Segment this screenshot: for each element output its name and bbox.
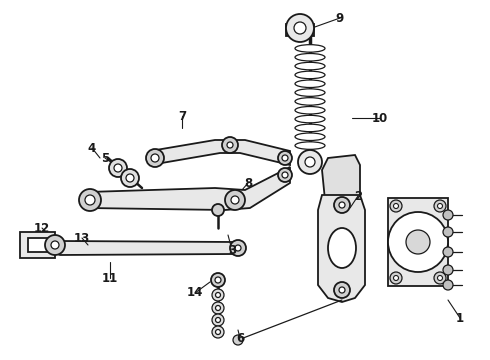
Circle shape bbox=[339, 202, 345, 208]
Circle shape bbox=[216, 306, 220, 310]
Polygon shape bbox=[88, 167, 290, 210]
Circle shape bbox=[212, 204, 224, 216]
Circle shape bbox=[211, 273, 225, 287]
Circle shape bbox=[434, 272, 446, 284]
Circle shape bbox=[390, 272, 402, 284]
Circle shape bbox=[212, 302, 224, 314]
Circle shape bbox=[305, 157, 315, 167]
Text: 4: 4 bbox=[88, 141, 96, 154]
Circle shape bbox=[225, 190, 245, 210]
Ellipse shape bbox=[295, 71, 325, 79]
Circle shape bbox=[278, 168, 292, 182]
Polygon shape bbox=[50, 241, 243, 255]
Ellipse shape bbox=[295, 89, 325, 96]
Circle shape bbox=[406, 230, 430, 254]
Bar bbox=[388, 198, 448, 286]
Polygon shape bbox=[318, 195, 365, 302]
Circle shape bbox=[146, 149, 164, 167]
Circle shape bbox=[393, 203, 398, 208]
Text: 12: 12 bbox=[34, 221, 50, 234]
Circle shape bbox=[393, 275, 398, 280]
Circle shape bbox=[388, 212, 448, 272]
Polygon shape bbox=[286, 24, 314, 36]
Circle shape bbox=[443, 210, 453, 220]
Circle shape bbox=[438, 275, 442, 280]
Circle shape bbox=[109, 159, 127, 177]
Circle shape bbox=[230, 240, 246, 256]
Ellipse shape bbox=[295, 142, 325, 149]
Circle shape bbox=[216, 318, 220, 323]
Circle shape bbox=[51, 241, 59, 249]
Circle shape bbox=[434, 200, 446, 212]
Circle shape bbox=[215, 277, 221, 283]
Circle shape bbox=[233, 335, 243, 345]
Circle shape bbox=[114, 164, 122, 172]
Circle shape bbox=[121, 169, 139, 187]
Text: 7: 7 bbox=[178, 109, 186, 122]
Text: 8: 8 bbox=[244, 176, 252, 189]
Ellipse shape bbox=[295, 80, 325, 87]
Circle shape bbox=[85, 195, 95, 205]
Circle shape bbox=[443, 247, 453, 257]
Ellipse shape bbox=[295, 107, 325, 114]
Text: 2: 2 bbox=[354, 189, 362, 202]
Ellipse shape bbox=[295, 115, 325, 123]
Polygon shape bbox=[150, 140, 290, 165]
Circle shape bbox=[334, 197, 350, 213]
Circle shape bbox=[79, 189, 101, 211]
Circle shape bbox=[298, 150, 322, 174]
Circle shape bbox=[278, 151, 292, 165]
Text: 5: 5 bbox=[101, 152, 109, 165]
Text: 1: 1 bbox=[456, 311, 464, 324]
Text: 10: 10 bbox=[372, 112, 388, 125]
Text: 6: 6 bbox=[236, 332, 244, 345]
Ellipse shape bbox=[295, 98, 325, 105]
Circle shape bbox=[334, 282, 350, 298]
Circle shape bbox=[443, 265, 453, 275]
Ellipse shape bbox=[295, 45, 325, 52]
Circle shape bbox=[126, 174, 134, 182]
Circle shape bbox=[438, 203, 442, 208]
Circle shape bbox=[282, 172, 288, 178]
Circle shape bbox=[216, 329, 220, 334]
Circle shape bbox=[216, 292, 220, 297]
Circle shape bbox=[294, 22, 306, 34]
Text: 13: 13 bbox=[74, 231, 90, 244]
Text: 11: 11 bbox=[102, 271, 118, 284]
Ellipse shape bbox=[328, 228, 356, 268]
Ellipse shape bbox=[295, 124, 325, 132]
Circle shape bbox=[390, 200, 402, 212]
Polygon shape bbox=[322, 155, 360, 208]
Circle shape bbox=[443, 227, 453, 237]
Text: 14: 14 bbox=[187, 287, 203, 300]
Circle shape bbox=[212, 289, 224, 301]
Ellipse shape bbox=[295, 133, 325, 140]
Circle shape bbox=[443, 280, 453, 290]
Circle shape bbox=[212, 326, 224, 338]
Ellipse shape bbox=[295, 54, 325, 61]
Ellipse shape bbox=[295, 62, 325, 70]
Text: 3: 3 bbox=[228, 243, 236, 257]
Polygon shape bbox=[20, 232, 55, 258]
Circle shape bbox=[339, 287, 345, 293]
Text: 9: 9 bbox=[336, 12, 344, 24]
Circle shape bbox=[235, 245, 241, 251]
Circle shape bbox=[231, 196, 239, 204]
Circle shape bbox=[151, 154, 159, 162]
Circle shape bbox=[45, 235, 65, 255]
Circle shape bbox=[222, 137, 238, 153]
Circle shape bbox=[282, 155, 288, 161]
Circle shape bbox=[212, 314, 224, 326]
Circle shape bbox=[286, 14, 314, 42]
Circle shape bbox=[227, 142, 233, 148]
